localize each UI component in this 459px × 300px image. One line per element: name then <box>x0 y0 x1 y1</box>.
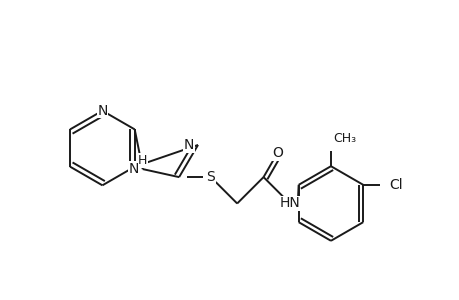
Text: N: N <box>128 162 139 176</box>
Text: CH₃: CH₃ <box>332 132 355 145</box>
Text: O: O <box>272 146 282 160</box>
Text: H: H <box>138 154 147 167</box>
Text: HN: HN <box>279 196 300 211</box>
Text: S: S <box>206 170 215 184</box>
Text: N: N <box>97 104 107 118</box>
Text: Cl: Cl <box>388 178 402 192</box>
Text: N: N <box>183 138 194 152</box>
